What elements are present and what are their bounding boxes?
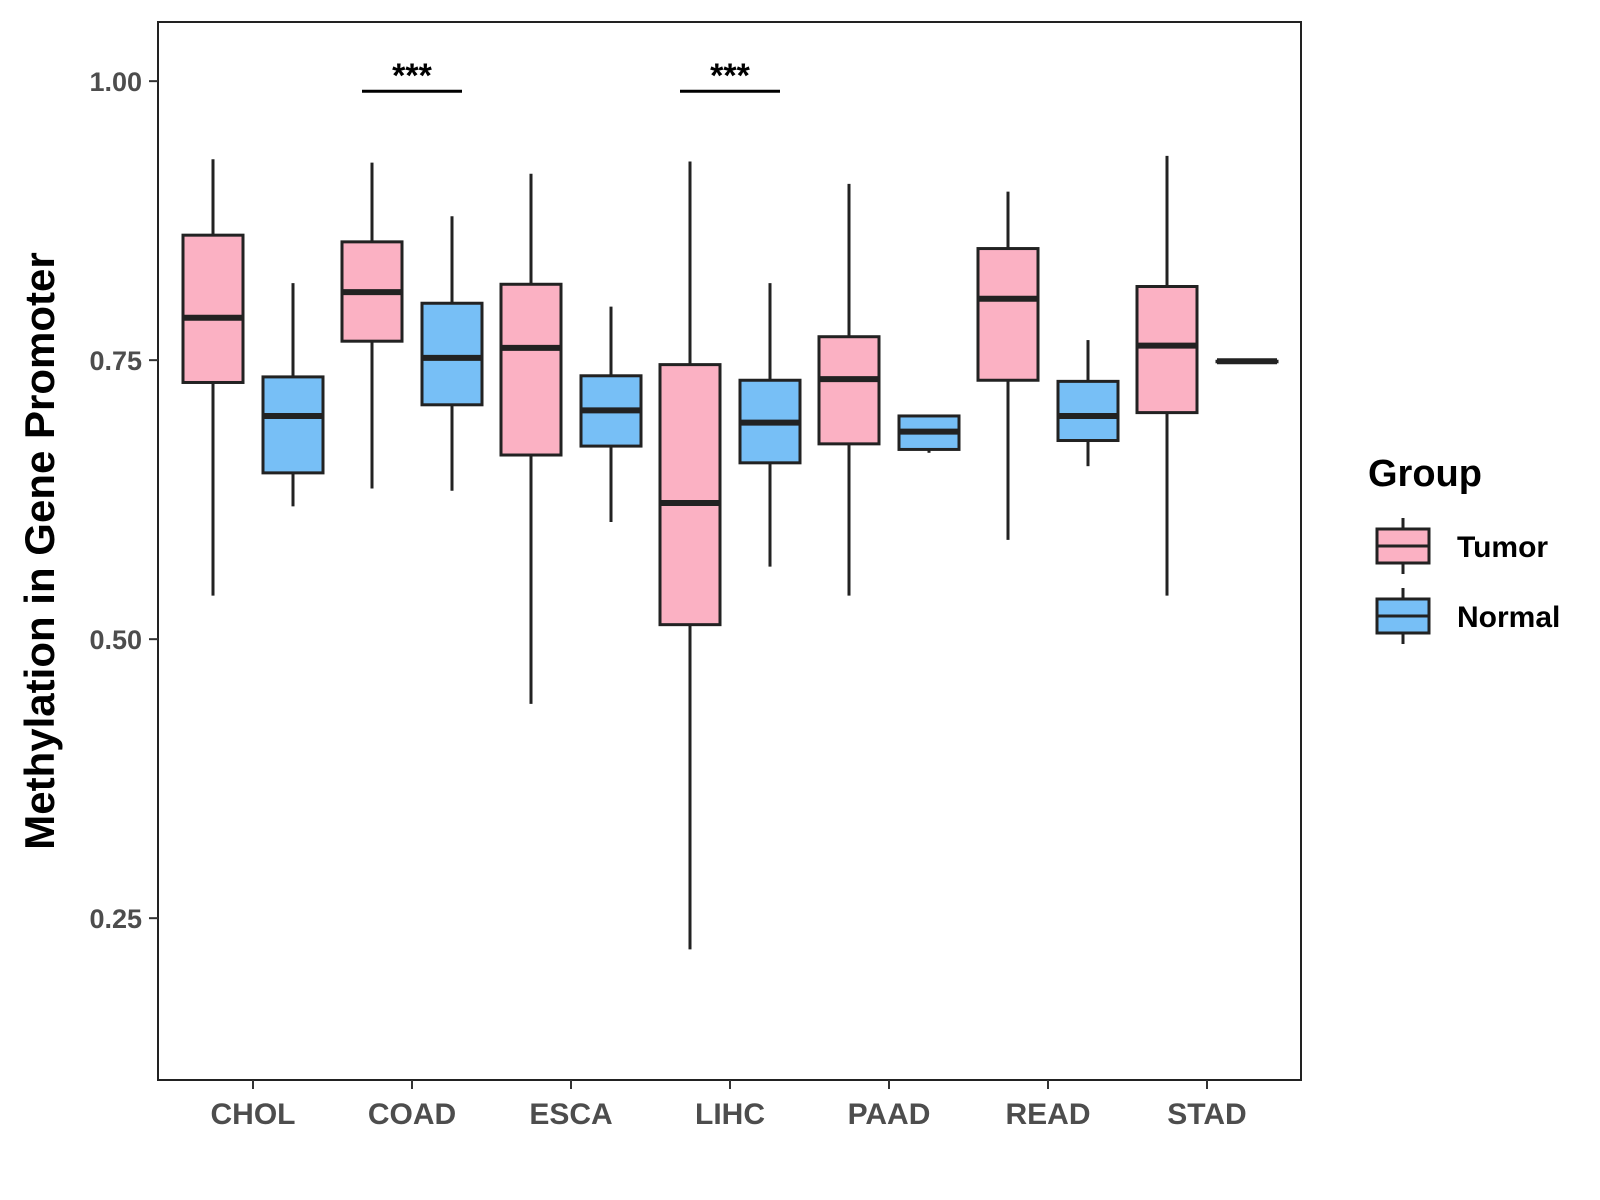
box-normal-esca <box>579 306 643 522</box>
y-tick-label: 0.25 <box>89 904 142 934</box>
box-body <box>658 363 722 627</box>
x-tick-label: STAD <box>1167 1098 1246 1131</box>
box-body <box>261 375 325 475</box>
x-tick-label: LIHC <box>695 1098 765 1131</box>
box-body <box>499 282 563 457</box>
significance-annotations: *** *** <box>362 57 780 95</box>
box-body <box>976 247 1040 382</box>
x-tick-label: COAD <box>368 1098 456 1131</box>
legend-title: Group <box>1368 453 1482 495</box>
box-normal-stad <box>1215 358 1279 365</box>
y-axis: 0.25 0.50 0.75 1.00 <box>89 67 158 934</box>
box-tumor-coad <box>340 162 404 489</box>
y-tick-label: 1.00 <box>89 67 142 97</box>
box-tumor-chol <box>181 159 245 596</box>
box-body <box>420 301 484 407</box>
box-tumor-paad <box>817 183 881 596</box>
box-normal-lihc <box>738 283 802 567</box>
plot-panel <box>157 21 1302 1081</box>
box-tumor-stad <box>1135 155 1199 596</box>
y-tick-label: 0.50 <box>89 625 142 655</box>
legend-item-normal: Normal <box>1375 588 1560 644</box>
legend-label: Normal <box>1457 601 1560 634</box>
box-tumor-lihc <box>658 161 722 950</box>
legend-label: Tumor <box>1457 531 1548 564</box>
box-body <box>1056 379 1120 443</box>
box-normal-chol <box>261 283 325 507</box>
box-normal-paad <box>897 414 961 453</box>
box-body <box>817 335 881 446</box>
box-body <box>181 233 245 384</box>
legend-item-tumor: Tumor <box>1375 518 1548 574</box>
box-normal-read <box>1056 340 1120 467</box>
significance-label: *** <box>710 57 750 95</box>
box-series <box>181 155 1279 950</box>
box-tumor-read <box>976 191 1040 540</box>
x-tick-label: ESCA <box>529 1098 612 1131</box>
x-axis: CHOL COAD ESCA LIHC PAAD READ STAD <box>211 1080 1247 1131</box>
y-tick-label: 0.75 <box>89 346 142 376</box>
x-tick-label: READ <box>1005 1098 1090 1131</box>
x-tick-label: CHOL <box>211 1098 296 1131</box>
box-normal-coad <box>420 216 484 491</box>
significance-label: *** <box>392 57 432 95</box>
box-body <box>1135 285 1199 415</box>
box-tumor-esca <box>499 173 563 704</box>
x-tick-label: PAAD <box>848 1098 931 1131</box>
legend: Group Tumor Normal <box>1368 453 1560 644</box>
y-axis-label: Methylation in Gene Promoter <box>16 252 63 849</box>
